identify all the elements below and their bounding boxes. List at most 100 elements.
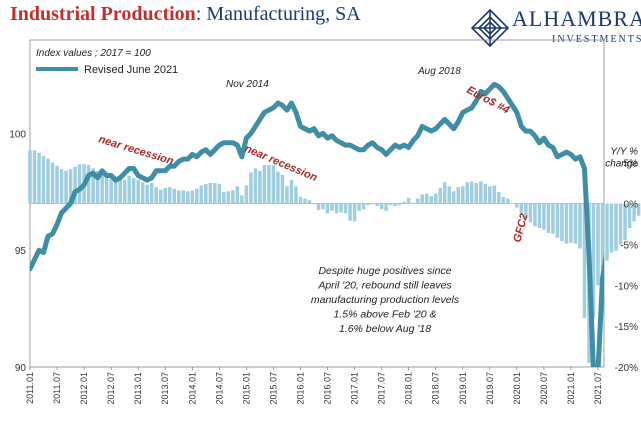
x-tick-label: 2013.01 — [133, 372, 143, 405]
yoy-bar — [204, 183, 208, 204]
yoy-bar — [429, 196, 433, 204]
yoy-bar — [357, 203, 361, 211]
yoy-bar — [339, 203, 343, 213]
yoy-bar — [127, 175, 131, 204]
yoy-bar — [424, 193, 429, 204]
x-tick-label: 2013.07 — [160, 372, 170, 405]
callout-line: April '20, rebound still leaves — [317, 280, 452, 292]
yoy-bar — [41, 156, 46, 204]
logo-brand: ALHAMBRA — [512, 6, 641, 31]
x-tick-label: 2012.01 — [79, 372, 89, 405]
chart-title: Industrial Production: Manufacturing, SA — [10, 3, 361, 26]
right-axis: -20% -15% -10% -5% 0% 5%Y/Y %change — [605, 147, 638, 374]
title-secondary: : Manufacturing, SA — [195, 3, 361, 25]
yoy-bar — [59, 169, 64, 204]
yoy-bar — [280, 174, 285, 204]
yoy-bar — [537, 203, 542, 229]
yoy-bar — [479, 181, 483, 204]
yoy-bar — [506, 198, 510, 204]
yoy-bars — [28, 150, 641, 363]
yoy-bar — [271, 165, 276, 204]
yoy-bar — [163, 187, 167, 204]
yoy-bar — [190, 190, 195, 204]
yoy-bar — [600, 203, 605, 269]
yoy-bar — [172, 188, 177, 204]
yoy-bar — [596, 203, 600, 286]
x-tick-label: 2015.07 — [268, 372, 278, 405]
yoy-bar — [348, 203, 352, 221]
yoy-bar — [77, 164, 82, 204]
yoy-bar — [303, 198, 307, 204]
right-tick-label: 0% — [624, 200, 639, 211]
callout-line: Despite huge positives since — [318, 265, 451, 277]
right-tick-label: -10% — [615, 281, 638, 292]
logo-subtitle: INVESTMENTS — [552, 34, 641, 45]
x-tick-label: 2017.07 — [377, 372, 387, 405]
annotation-label: near recession — [97, 133, 175, 167]
x-tick-label: 2012.07 — [106, 372, 116, 405]
left-tick-label: 100 — [9, 129, 26, 140]
right-tick-label: -5% — [620, 240, 638, 251]
yoy-bar — [213, 183, 217, 204]
yoy-bar — [501, 196, 506, 204]
yoy-bar — [285, 186, 289, 204]
yoy-bar — [438, 187, 442, 204]
yoy-bar — [555, 203, 560, 238]
yoy-bar — [177, 190, 181, 204]
yoy-bar — [492, 185, 497, 204]
x-tick-label: 2011.01 — [25, 372, 35, 404]
yoy-bar — [627, 203, 632, 229]
yoy-bar — [244, 185, 249, 204]
yoy-bar — [614, 203, 618, 251]
yoy-bar — [582, 203, 587, 318]
yoy-bar — [253, 168, 258, 204]
yoy-bar — [578, 203, 582, 249]
yoy-bar — [37, 152, 41, 204]
yoy-bar — [375, 203, 379, 206]
title-primary: Industrial Production — [10, 3, 196, 25]
yoy-bar — [497, 192, 501, 204]
yoy-bar — [231, 190, 235, 204]
index-series-line — [30, 81, 604, 367]
yoy-bar — [623, 203, 627, 241]
yoy-bar — [325, 203, 330, 214]
yoy-bar — [262, 165, 267, 204]
yoy-bar — [55, 165, 59, 204]
legend: Index values ; 2017 = 100 Revised June 2… — [36, 48, 178, 76]
yoy-bar — [104, 177, 109, 204]
yoy-bar — [415, 198, 420, 204]
yoy-bar — [109, 178, 113, 204]
callout-line: 1.6% below Aug '18 — [339, 323, 431, 335]
x-tick-label: 2015.01 — [241, 372, 251, 405]
yoy-bar — [149, 183, 154, 204]
yoy-bar — [294, 186, 298, 204]
yoy-bar — [46, 158, 50, 204]
yoy-bar — [411, 202, 415, 204]
yoy-bar — [154, 187, 158, 204]
right-tick-label: -15% — [615, 322, 638, 333]
x-axis: 2011.01 2011.07 2012.01 2012.07 2013.01 2013.… — [25, 367, 603, 405]
left-tick-label: 90 — [15, 363, 27, 374]
yoy-bar — [158, 189, 163, 204]
yoy-bar — [636, 203, 641, 216]
yoy-bar — [122, 179, 127, 204]
yoy-bar — [515, 203, 519, 208]
yoy-bar — [461, 186, 465, 204]
yoy-bar — [91, 168, 95, 204]
yoy-bar — [632, 203, 636, 222]
yoy-bar — [235, 186, 240, 204]
right-axis-title-2: change — [605, 159, 638, 170]
yoy-bar — [140, 182, 145, 204]
yoy-bar — [68, 169, 73, 204]
x-tick-label: 2018.01 — [404, 372, 414, 405]
yoy-bar — [546, 203, 551, 233]
yoy-bar — [564, 203, 569, 244]
annotation-label: GFC2 — [511, 212, 530, 243]
yoy-bar — [258, 170, 262, 204]
yoy-bar — [145, 184, 149, 204]
yoy-bar — [528, 203, 533, 223]
x-tick-label: 2020.01 — [512, 372, 522, 405]
legend-label: Revised June 2021 — [84, 64, 178, 76]
yoy-bar — [388, 203, 393, 206]
